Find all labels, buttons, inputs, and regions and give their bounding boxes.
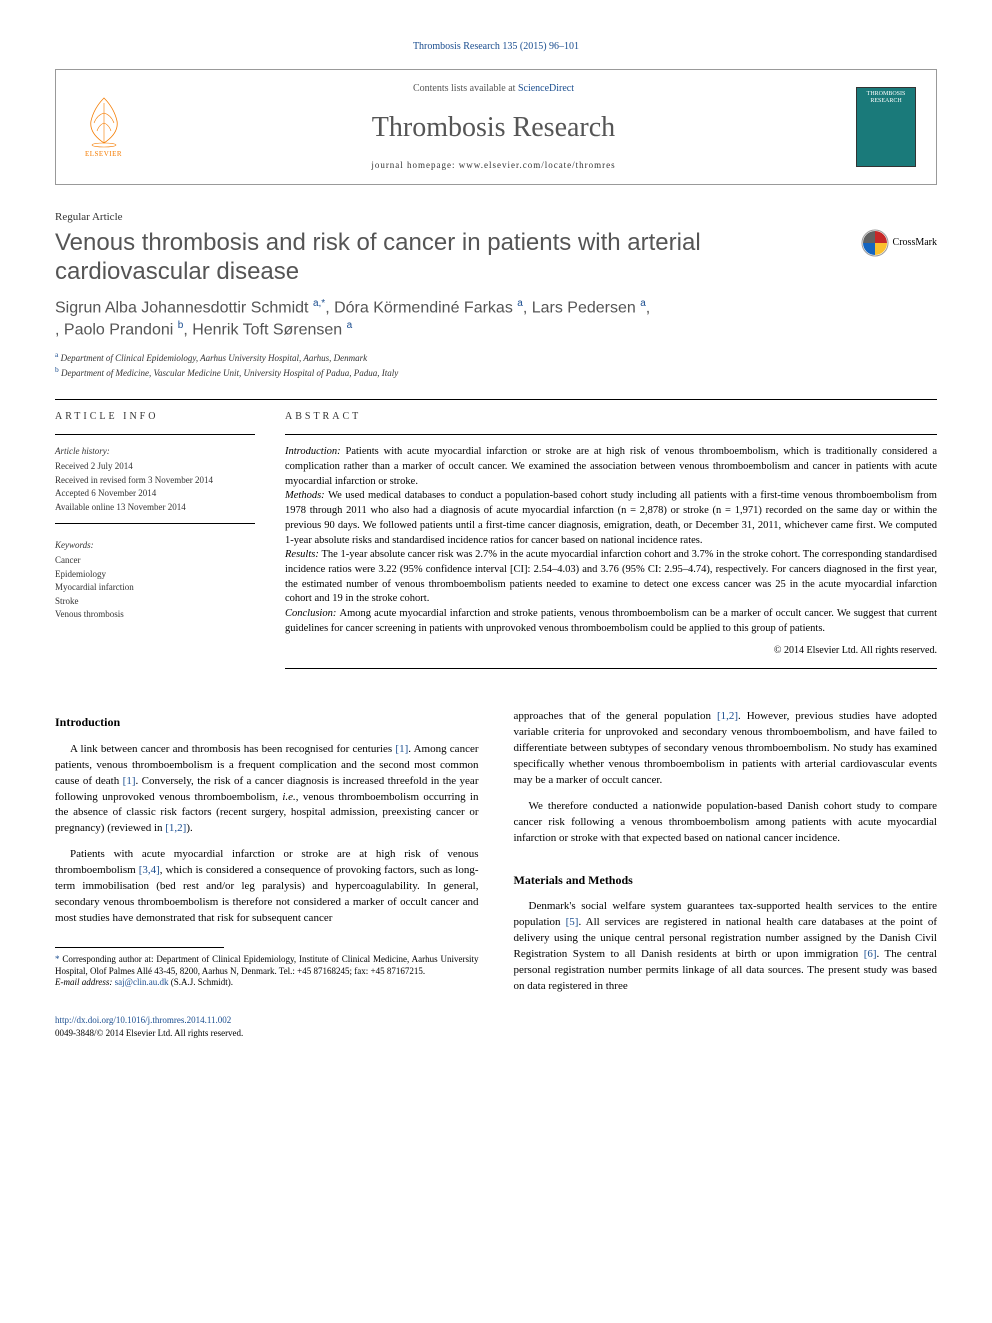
issn-copyright: 0049-3848/© 2014 Elsevier Ltd. All right… — [55, 1028, 243, 1038]
corresponding-author-footnote: * Corresponding author at: Department of… — [55, 954, 479, 977]
abstract-end-divider — [285, 668, 937, 669]
methods-paragraph-1: Denmark's social welfare system guarante… — [514, 899, 938, 995]
introduction-heading: Introduction — [55, 714, 479, 731]
online-date: Available online 13 November 2014 — [55, 501, 255, 514]
crossmark-badge[interactable]: CrossMark — [861, 229, 937, 257]
journal-cover-thumbnail: THROMBOSIS RESEARCH — [856, 87, 916, 167]
elsevier-tree-icon — [79, 93, 129, 148]
email-footnote: E-mail address: saj@clin.au.dk (S.A.J. S… — [55, 977, 479, 989]
left-column: Introduction A link between cancer and t… — [55, 709, 479, 1040]
footnote-divider — [55, 947, 224, 948]
ref-link[interactable]: [6] — [864, 948, 877, 960]
authors-line: Sigrun Alba Johannesdottir Schmidt a,*, … — [55, 297, 937, 342]
contents-available-line: Contents lists available at ScienceDirec… — [131, 82, 856, 96]
affiliations: a Department of Clinical Epidemiology, A… — [55, 350, 937, 379]
intro-paragraph-1: A link between cancer and thrombosis has… — [55, 742, 479, 838]
ref-link[interactable]: [1] — [395, 743, 408, 755]
elsevier-label: ELSEVIER — [85, 150, 122, 160]
journal-name: Thrombosis Research — [131, 108, 856, 147]
received-date: Received 2 July 2014 — [55, 460, 255, 473]
sciencedirect-link[interactable]: ScienceDirect — [518, 83, 574, 94]
abstract-text: Introduction: Patients with acute myocar… — [285, 445, 937, 636]
keyword: Stroke — [55, 595, 255, 608]
right-column: approaches that of the general populatio… — [514, 709, 938, 1040]
homepage-line: journal homepage: www.elsevier.com/locat… — [131, 159, 856, 172]
homepage-url[interactable]: www.elsevier.com/locate/thromres — [459, 160, 616, 170]
top-citation-link[interactable]: Thrombosis Research 135 (2015) 96–101 — [413, 41, 579, 52]
keyword: Cancer — [55, 554, 255, 567]
ref-link[interactable]: [1] — [123, 775, 136, 787]
article-info-block: ARTICLE INFO Article history: Received 2… — [55, 410, 255, 679]
top-citation: Thrombosis Research 135 (2015) 96–101 — [55, 40, 937, 54]
doi-link[interactable]: http://dx.doi.org/10.1016/j.thromres.201… — [55, 1015, 231, 1025]
article-type: Regular Article — [55, 210, 937, 225]
keyword: Myocardial infarction — [55, 581, 255, 594]
abstract-divider — [285, 434, 937, 435]
cover-label: THROMBOSIS RESEARCH — [857, 88, 915, 108]
journal-header-box: ELSEVIER Contents lists available at Sci… — [55, 69, 937, 185]
divider — [55, 399, 937, 400]
crossmark-label: CrossMark — [893, 236, 937, 250]
ref-link[interactable]: [1,2] — [165, 822, 186, 834]
ref-link[interactable]: [1,2] — [717, 710, 738, 722]
history-label: Article history: — [55, 445, 255, 458]
article-info-heading: ARTICLE INFO — [55, 410, 255, 424]
abstract-copyright: © 2014 Elsevier Ltd. All rights reserved… — [285, 644, 937, 658]
keywords-label: Keywords: — [55, 539, 255, 552]
abstract-heading: ABSTRACT — [285, 410, 937, 424]
crossmark-icon — [861, 229, 889, 257]
accepted-date: Accepted 6 November 2014 — [55, 487, 255, 500]
doi-block: http://dx.doi.org/10.1016/j.thromres.201… — [55, 1014, 479, 1040]
info-divider-2 — [55, 523, 255, 524]
email-link[interactable]: saj@clin.au.dk — [115, 977, 169, 987]
header-center: Contents lists available at ScienceDirec… — [131, 82, 856, 172]
col2-paragraph-1: approaches that of the general populatio… — [514, 709, 938, 789]
intro-paragraph-2: Patients with acute myocardial infarctio… — [55, 847, 479, 927]
abstract-block: ABSTRACT Introduction: Patients with acu… — [285, 410, 937, 679]
title-row: Venous thrombosis and risk of cancer in … — [55, 229, 937, 287]
keywords-block: Keywords: Cancer Epidemiology Myocardial… — [55, 539, 255, 621]
body-columns: Introduction A link between cancer and t… — [55, 709, 937, 1040]
info-abstract-grid: ARTICLE INFO Article history: Received 2… — [55, 410, 937, 679]
keyword: Epidemiology — [55, 568, 255, 581]
col2-paragraph-2: We therefore conducted a nationwide popu… — [514, 799, 938, 847]
elsevier-logo: ELSEVIER — [76, 92, 131, 162]
ref-link[interactable]: [5] — [566, 916, 579, 928]
revised-date: Received in revised form 3 November 2014 — [55, 474, 255, 487]
ref-link[interactable]: [3,4] — [139, 864, 160, 876]
keyword: Venous thrombosis — [55, 608, 255, 621]
article-title: Venous thrombosis and risk of cancer in … — [55, 229, 861, 287]
methods-heading: Materials and Methods — [514, 872, 938, 889]
info-divider — [55, 434, 255, 435]
